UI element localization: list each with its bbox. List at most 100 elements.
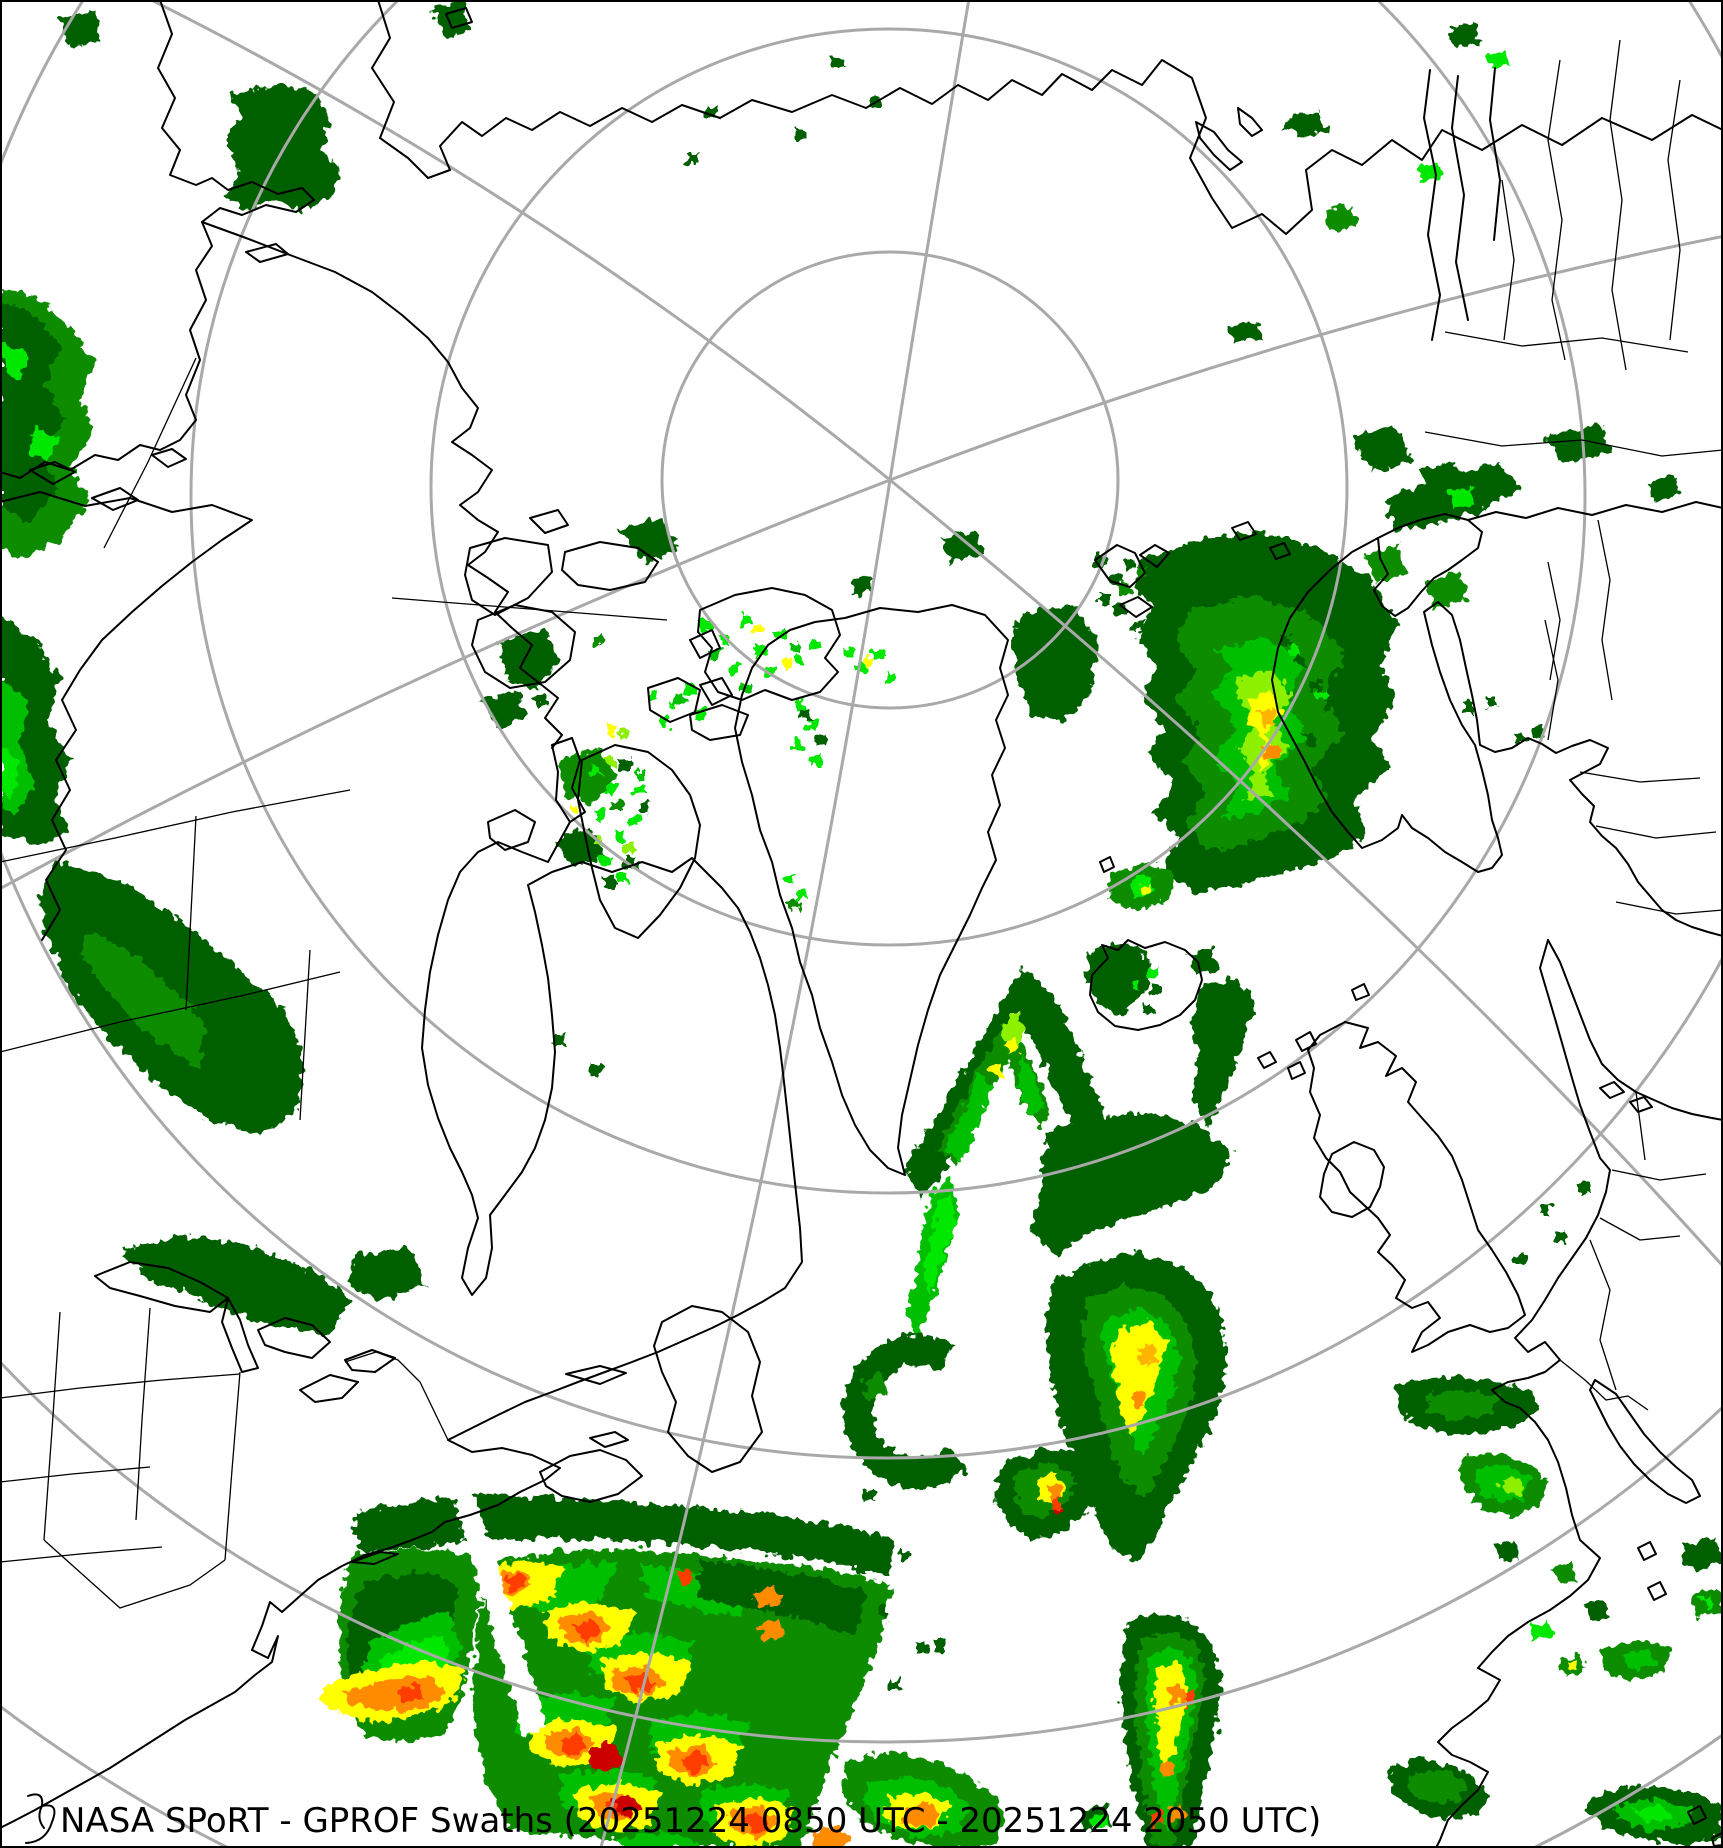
coastline-path — [1435, 1667, 1501, 1848]
swath-region — [1700, 1595, 1715, 1610]
swath-pixel — [862, 1489, 874, 1501]
swath-region — [902, 1803, 942, 1828]
coastline-path — [344, 1349, 396, 1373]
swath-region — [1138, 1342, 1158, 1368]
swath-region — [1325, 205, 1358, 230]
swath-pixel — [873, 650, 883, 660]
swath-pixel — [1114, 959, 1126, 971]
swath-region — [1530, 1620, 1553, 1641]
swath-pixel — [589, 1064, 601, 1076]
swath-region — [558, 1734, 588, 1756]
border-path — [1424, 431, 1723, 457]
coastline-path — [1711, 1832, 1723, 1847]
coastline-path — [1099, 856, 1115, 873]
swath-pixel — [934, 1639, 946, 1651]
swath-pixel — [765, 667, 775, 677]
border-path — [1635, 1091, 1646, 1161]
coastline-path — [1637, 1541, 1657, 1561]
swath-pixel — [1124, 559, 1136, 571]
swath-pixel — [794, 129, 806, 141]
coastline-path — [151, 448, 187, 468]
swath-pixel — [685, 683, 695, 693]
coastline-path — [299, 1374, 359, 1403]
swath-region — [120, 1235, 350, 1335]
swath-region — [398, 1684, 424, 1702]
swath-pixel — [1279, 634, 1291, 646]
graticule-latitude-circle — [660, 250, 1120, 710]
swath-region — [1420, 462, 1462, 488]
border-path — [1547, 59, 1566, 361]
swath-region — [1018, 1050, 1046, 1115]
coastline-path — [1237, 107, 1263, 137]
coastline-path — [1489, 67, 1501, 241]
swath-pixel — [783, 657, 793, 667]
swath-region — [990, 1064, 1004, 1080]
swath-pixel — [793, 740, 803, 750]
coastline-path — [699, 677, 733, 706]
coastline-path — [589, 1431, 629, 1448]
border-path — [135, 1307, 151, 1521]
border-path — [1595, 825, 1717, 839]
graticule-meridian — [599, 479, 892, 1848]
swath-region — [1188, 948, 1220, 975]
swath-region — [610, 1794, 640, 1818]
swath-pixel — [1094, 554, 1106, 566]
swath-pixel — [617, 873, 627, 883]
swath-pixel — [1147, 967, 1157, 977]
swath-pixel — [1317, 690, 1327, 700]
swath-pixel — [554, 1034, 566, 1046]
coastline-path — [1257, 1051, 1277, 1069]
swath-pixel — [810, 755, 820, 765]
swath-pixel — [590, 765, 600, 775]
border-path — [1597, 519, 1613, 701]
border-path — [1611, 1169, 1707, 1181]
swath-pixel — [795, 700, 805, 710]
swath-pixel — [1149, 984, 1161, 996]
coastline-path — [1477, 939, 1611, 1669]
coastline-path — [1287, 1061, 1306, 1080]
swath-region — [680, 1752, 710, 1774]
coastline-path — [529, 509, 569, 534]
coastline-path — [351, 1551, 399, 1565]
swath-region — [862, 1372, 888, 1400]
coastline-path — [1139, 544, 1170, 568]
coastline-path — [25, 1793, 56, 1844]
swath-pixel — [660, 717, 670, 727]
swath-pixel — [607, 725, 617, 735]
swath-region — [1046, 1482, 1062, 1500]
swath-pixel — [1464, 702, 1476, 714]
graticule-meridian — [889, 234, 1723, 482]
swath-region — [1422, 572, 1468, 608]
swath-region — [618, 1832, 700, 1848]
swath-region — [1448, 486, 1476, 508]
border-path — [0, 1466, 151, 1483]
coastline-path — [1231, 521, 1257, 541]
swath-region — [940, 530, 985, 562]
swath-pixel — [1139, 584, 1151, 596]
swath-pixel — [720, 635, 730, 645]
swath-region — [1585, 1600, 1610, 1622]
swath-pixel — [1114, 604, 1126, 616]
border-path — [43, 1539, 226, 1609]
graticule-meridian — [888, 0, 971, 481]
border-path — [1559, 1359, 1649, 1411]
swath-region — [1000, 1012, 1028, 1052]
map-caption: NASA SPoRT - GPROF Swaths (20251224 0850… — [60, 1801, 1322, 1842]
coastline-path — [257, 1317, 331, 1359]
swath-region — [1362, 545, 1408, 582]
political-border-layer — [0, 39, 1723, 1609]
coastline-path — [1547, 939, 1723, 1121]
swath-pixel — [604, 876, 616, 888]
swath-region — [812, 1825, 852, 1848]
swath-region — [676, 1568, 695, 1585]
swath-region — [1352, 425, 1405, 458]
swath-pixel — [753, 623, 763, 633]
coastline-path — [539, 1449, 643, 1503]
coastline-path — [1089, 939, 1203, 1031]
swath-region — [80, 930, 220, 1070]
swath-pixel — [619, 759, 631, 771]
swath-region — [1130, 1390, 1146, 1410]
swath-pixel — [832, 56, 844, 68]
coastline-path — [0, 491, 253, 941]
swath-pixel — [1130, 980, 1140, 990]
